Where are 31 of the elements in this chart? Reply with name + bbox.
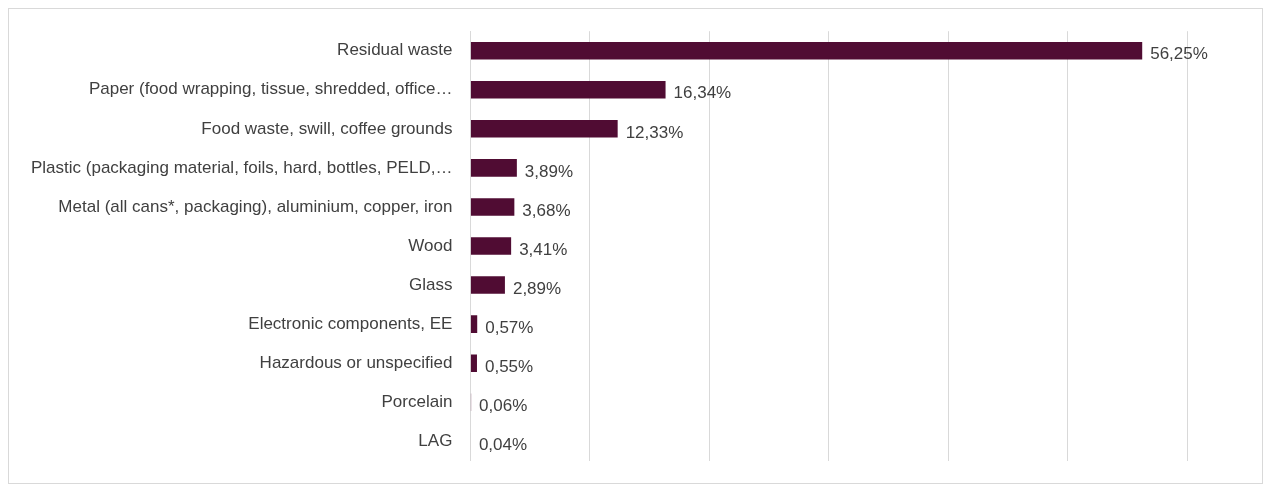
y-tick-label: Glass: [408, 274, 453, 294]
data-label: 56,25%: [1150, 44, 1208, 64]
data-label: 3,68%: [522, 200, 571, 220]
y-tick-label: Porcelain: [381, 391, 453, 411]
bar: [470, 276, 505, 294]
y-tick-label: Plastic (packaging material, foils, hard, bottles, PELD,…: [31, 157, 453, 177]
y-tick-label: LAG: [418, 430, 453, 450]
data-label: 3,89%: [524, 161, 574, 181]
data-label: 12,33%: [625, 122, 684, 142]
y-tick-label: Residual waste: [337, 40, 453, 60]
bar: [470, 237, 512, 255]
data-label: 16,34%: [673, 83, 732, 103]
y-tick-label: Electronic components, EE: [248, 313, 453, 333]
y-tick-label: Wood: [408, 235, 453, 255]
bar: [470, 198, 515, 216]
bar: [470, 315, 478, 333]
data-label: 0,04%: [478, 434, 528, 454]
y-tick-label: Paper (food wrapping, tissue, shredded, office…: [88, 79, 453, 99]
data-label: 0,55%: [484, 356, 534, 376]
data-label: 3,41%: [519, 239, 568, 259]
bar: [470, 159, 517, 177]
y-tick-label: Hazardous or unspecified: [259, 352, 453, 372]
data-label: 2,89%: [512, 278, 562, 298]
data-label: 0,57%: [485, 317, 534, 337]
y-tick-label: Food waste, swill, coffee grounds: [201, 118, 453, 138]
bar: [470, 354, 477, 372]
data-label: 0,06%: [479, 395, 528, 415]
y-tick-label: Metal (all cans*, packaging), aluminium, copper, iron: [58, 196, 453, 216]
bar: [470, 120, 618, 138]
bar: [470, 81, 666, 99]
bar: [470, 41, 1143, 60]
